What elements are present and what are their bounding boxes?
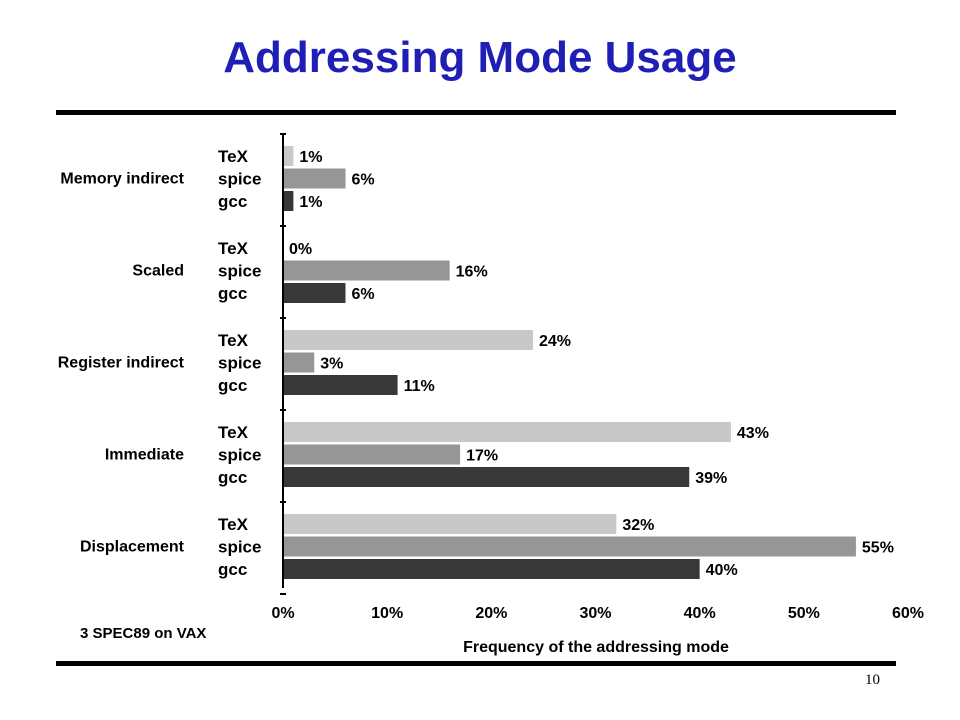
series-label-tex: TeX	[218, 423, 249, 442]
data-label-scaled-spice: 16%	[456, 264, 488, 281]
series-label-spice: spice	[218, 538, 261, 557]
category-label-displacement: Displacement	[80, 539, 185, 556]
bar-memory-indirect-tex	[283, 146, 294, 166]
page-number: 10	[865, 672, 880, 688]
series-label-tex: TeX	[218, 515, 249, 534]
x-tick-label: 40%	[684, 605, 716, 622]
series-label-tex: TeX	[218, 239, 249, 258]
bar-memory-indirect-spice	[283, 168, 346, 189]
bar-register-indirect-gcc	[283, 375, 398, 395]
bar-scaled-spice	[283, 260, 450, 281]
series-label-tex: TeX	[218, 331, 249, 350]
bar-immediate-gcc	[283, 467, 690, 487]
series-label-spice: spice	[218, 446, 261, 465]
data-label-immediate-gcc: 39%	[695, 470, 727, 487]
series-label-spice: spice	[218, 170, 261, 189]
data-label-memory-indirect-gcc: 1%	[299, 194, 322, 211]
series-label-gcc: gcc	[218, 284, 247, 303]
series-label-gcc: gcc	[218, 192, 247, 211]
category-label-scaled: Scaled	[132, 263, 184, 280]
data-label-register-indirect-spice: 3%	[320, 356, 343, 373]
series-label-gcc: gcc	[218, 376, 247, 395]
x-tick-label: 0%	[271, 605, 294, 622]
x-tick-label: 60%	[892, 605, 924, 622]
x-tick-label: 10%	[371, 605, 403, 622]
top-divider	[56, 110, 896, 115]
series-label-spice: spice	[218, 354, 261, 373]
data-label-register-indirect-tex: 24%	[539, 333, 571, 350]
bar-scaled-gcc	[283, 283, 346, 303]
category-label-register-indirect: Register indirect	[58, 355, 185, 372]
category-label-memory-indirect: Memory indirect	[60, 171, 184, 188]
x-axis-title: Frequency of the addressing mode	[463, 639, 729, 656]
series-label-spice: spice	[218, 262, 261, 281]
bar-register-indirect-tex	[283, 330, 533, 350]
benchmark-note: 3 SPEC89 on VAX	[80, 625, 207, 642]
category-label-immediate: Immediate	[105, 447, 184, 464]
data-label-displacement-gcc: 40%	[706, 562, 738, 579]
data-label-scaled-gcc: 6%	[352, 286, 375, 303]
bar-displacement-spice	[283, 536, 856, 557]
series-label-gcc: gcc	[218, 560, 247, 579]
bar-displacement-gcc	[283, 559, 700, 579]
bar-memory-indirect-gcc	[283, 191, 294, 211]
bar-immediate-spice	[283, 444, 461, 465]
data-label-displacement-spice: 55%	[862, 540, 894, 557]
x-tick-label: 50%	[788, 605, 820, 622]
bar-displacement-tex	[283, 514, 617, 534]
data-label-displacement-tex: 32%	[622, 517, 654, 534]
bar-register-indirect-spice	[283, 352, 315, 373]
data-label-memory-indirect-spice: 6%	[352, 172, 375, 189]
series-label-gcc: gcc	[218, 468, 247, 487]
bottom-divider	[56, 661, 896, 666]
bar-immediate-tex	[283, 422, 731, 442]
x-tick-label: 20%	[475, 605, 507, 622]
x-tick-label: 30%	[579, 605, 611, 622]
data-label-immediate-spice: 17%	[466, 448, 498, 465]
data-label-scaled-tex: 0%	[289, 241, 312, 258]
data-label-memory-indirect-tex: 1%	[299, 149, 322, 166]
data-label-immediate-tex: 43%	[737, 425, 769, 442]
slide-title: Addressing Mode Usage	[223, 33, 737, 82]
series-label-tex: TeX	[218, 147, 249, 166]
data-label-register-indirect-gcc: 11%	[404, 378, 435, 395]
